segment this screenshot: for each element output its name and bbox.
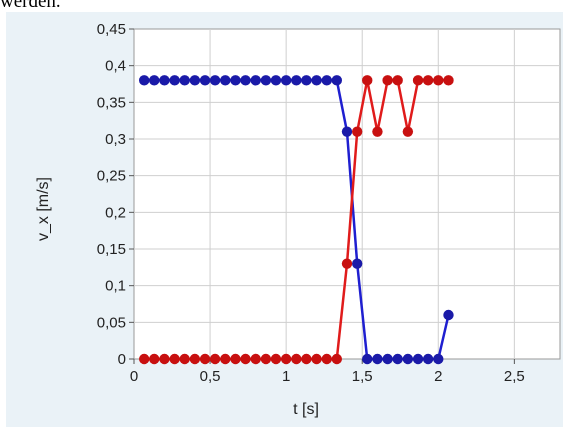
data-point [392,75,403,86]
data-point [291,353,302,365]
data-point [169,75,180,86]
chart-panel: 0 0,05 0,1 0,15 0,2 0,25 0,3 0,35 0,4 0,45 0 0,5 1 1… [6,12,563,427]
y-tick-label: 0,3 [105,131,126,148]
data-point [169,353,180,365]
data-point [402,353,414,365]
data-point [321,75,332,86]
data-point [260,75,272,86]
data-point [382,75,393,86]
data-point [422,353,434,365]
data-point [331,353,343,365]
data-point [301,75,312,86]
data-point [138,353,150,365]
data-point [189,75,201,86]
data-point [138,75,150,86]
velocity-chart: 0 0,05 0,1 0,15 0,2 0,25 0,3 0,35 0,4 0,45 0 0,5 1 1… [35,21,561,418]
data-point [159,353,170,365]
data-point [362,75,373,86]
data-point [250,75,261,86]
series-group [138,75,454,365]
y-tick-labels: 0 0,05 0,1 0,15 0,2 0,25 0,3 0,35 0,4 0,45 [97,21,126,368]
data-point [230,75,241,86]
y-axis-label: v_x [m/s] [35,177,52,241]
data-point [392,353,403,365]
data-point [240,353,251,365]
data-point [280,353,292,365]
data-point [260,353,272,365]
data-point [433,353,444,365]
data-point [220,353,231,365]
data-point [199,75,211,86]
page-text-fragment: werden. [0,0,61,12]
data-point [270,353,282,365]
data-point [321,353,332,365]
data-point [362,353,373,365]
x-tick-label: 2,5 [504,368,525,385]
data-point [250,353,261,365]
y-tick-label: 0 [118,351,126,368]
data-point [209,353,221,365]
x-tick-label: 0 [130,368,138,385]
data-point [179,75,190,86]
data-point [402,126,414,137]
data-point [149,353,160,365]
data-point [159,75,170,86]
data-point [443,75,454,86]
data-point [220,75,231,86]
data-point [351,258,363,269]
x-axis-label: t [s] [293,401,319,418]
data-point [209,75,221,86]
data-point [382,353,393,365]
y-tick-label: 0,45 [97,21,126,38]
data-point [341,258,353,269]
data-point [301,353,312,365]
x-tick-labels: 0 0,5 1 1,5 2 2,5 [130,368,525,385]
x-tick-label: 2 [434,368,442,385]
data-point [240,75,251,86]
data-point [341,126,353,137]
data-point [433,75,444,86]
data-point [291,75,302,86]
y-tick-label: 0,1 [105,278,126,295]
data-point [199,353,211,365]
data-point [372,353,383,365]
data-point [311,353,322,365]
x-tick-label: 1 [282,368,290,385]
data-point [412,75,424,86]
y-tick-label: 0,4 [105,58,126,75]
data-point [412,353,424,365]
data-point [311,75,322,86]
y-tick-label: 0,2 [105,204,126,221]
data-point [270,75,282,86]
x-tick-label: 0,5 [200,368,221,385]
data-point [179,353,190,365]
data-point [372,126,383,137]
y-tick-label: 0,15 [97,241,126,258]
data-point [443,309,454,321]
y-tick-label: 0,35 [97,94,126,111]
data-point [280,75,292,86]
data-point [331,75,343,86]
y-tick-label: 0,25 [97,168,126,185]
x-tick-label: 1,5 [352,368,373,385]
y-tick-label: 0,05 [97,314,126,331]
data-point [189,353,201,365]
data-point [230,353,241,365]
data-point [422,75,434,86]
data-point [351,126,363,137]
data-point [149,75,160,86]
